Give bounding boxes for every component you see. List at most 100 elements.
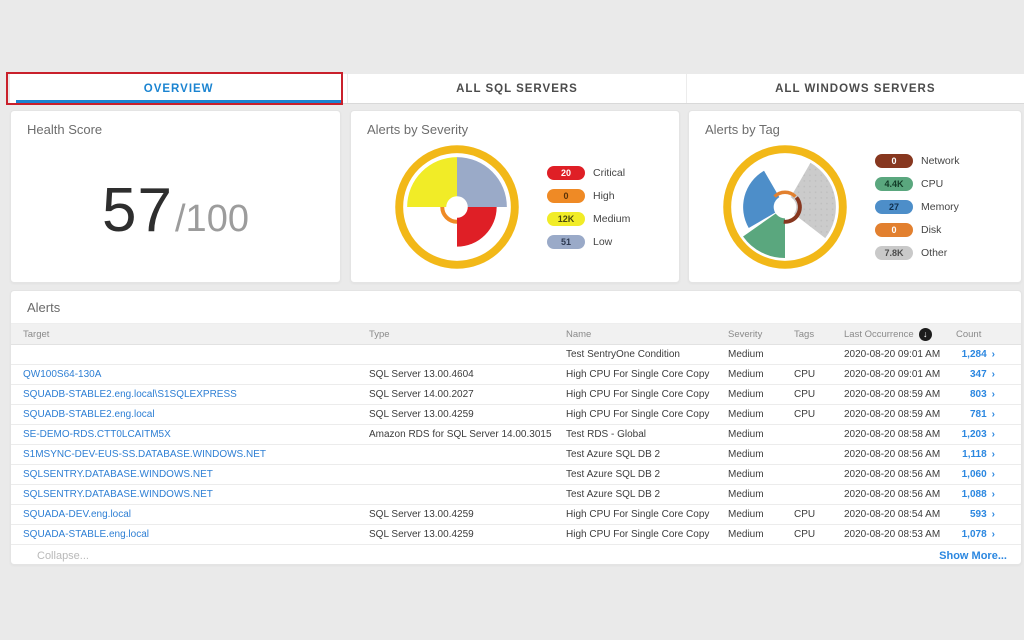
cell-count-link[interactable]: 1,078 › [961, 529, 995, 540]
cell-count-link[interactable]: 1,284 › [961, 349, 995, 360]
chevron-right-icon: › [991, 349, 995, 360]
alert-table-row: S1MSYNC-DEV-EUS-SS.DATABASE.WINDOWS.NET T… [11, 445, 1021, 465]
cell-count-link[interactable]: 1,088 › [961, 489, 995, 500]
cell-target-link[interactable]: QW100S64-130A [23, 369, 102, 380]
cell-last-occurrence: 2020-08-20 08:56 AM [844, 449, 941, 460]
cell-target-link[interactable]: SQUADA-DEV.eng.local [23, 509, 132, 520]
severity-legend-label: Low [593, 235, 613, 248]
cell-target-link[interactable]: SQLSENTRY.DATABASE.WINDOWS.NET [23, 489, 213, 500]
cell-name: High CPU For Single Core Copy [566, 389, 710, 400]
tag-legend-item-other[interactable]: 7.8K Other [875, 246, 960, 260]
cell-target-link[interactable]: SE-DEMO-RDS.CTT0LCAITM5X [23, 429, 171, 440]
cell-target-link[interactable]: SQUADB-STABLE2.eng.local [23, 409, 155, 420]
tab-overview[interactable]: OVERVIEW [10, 74, 347, 103]
severity-legend-item-medium[interactable]: 12K Medium [547, 211, 631, 226]
tab-all-sql-servers[interactable]: ALL SQL SERVERS [347, 74, 685, 103]
health-score-title: Health Score [27, 122, 103, 137]
tag-legend-label: Memory [921, 201, 959, 213]
tag-legend-label: CPU [921, 178, 944, 190]
tag-slice-network [783, 196, 802, 224]
cell-target-link[interactable]: SQUADB-STABLE2.eng.local\S1SQLEXPRESS [23, 389, 237, 400]
severity-legend-item-high[interactable]: 0 High [547, 188, 630, 203]
collapse-link[interactable]: Collapse... [37, 550, 89, 562]
tag-legend-item-disk[interactable]: 0 Disk [875, 223, 960, 237]
cell-name: High CPU For Single Core Copy [566, 409, 710, 420]
tag-legend-value-pill: 4.4K [875, 177, 913, 191]
cell-severity: Medium [728, 349, 764, 360]
cell-type: SQL Server 13.00.4259 [369, 409, 474, 420]
tag-legend: 0 Network 4.4K CPU 27 Memory 0 Disk 7.8K Other [875, 154, 960, 260]
tag-legend-item-memory[interactable]: 27 Memory [875, 200, 960, 214]
col-header-tags[interactable]: Tags [794, 328, 815, 340]
col-header-type[interactable]: Type [369, 328, 390, 340]
cell-name: Test Azure SQL DB 2 [566, 489, 661, 500]
cell-severity: Medium [728, 509, 764, 520]
cell-type: SQL Server 14.00.2027 [369, 389, 474, 400]
chevron-right-icon: › [991, 469, 995, 480]
chevron-right-icon: › [991, 409, 995, 420]
tab-all-sql-servers-label: ALL SQL SERVERS [456, 82, 578, 95]
severity-legend-item-critical[interactable]: 20 Critical [547, 165, 630, 180]
cell-type: SQL Server 13.00.4259 [369, 529, 474, 540]
col-header-name[interactable]: Name [566, 328, 592, 340]
col-header-target[interactable]: Target [23, 328, 50, 340]
severity-legend-value-pill: 20 [547, 165, 585, 180]
cell-severity: Medium [728, 389, 764, 400]
chevron-right-icon: › [991, 369, 995, 380]
severity-donut-chart[interactable] [389, 139, 525, 275]
col-header-last-occurrence[interactable]: Last Occurrence ↓ [844, 327, 956, 341]
cell-count-link[interactable]: 1,118 › [962, 449, 995, 460]
cell-severity: Medium [728, 409, 764, 420]
cell-target-link[interactable]: SQLSENTRY.DATABASE.WINDOWS.NET [23, 469, 213, 480]
tag-donut-chart[interactable] [717, 139, 853, 275]
cell-target-link[interactable]: S1MSYNC-DEV-EUS-SS.DATABASE.WINDOWS.NET [23, 449, 266, 460]
severity-legend: 20 Critical 0 High 12K Medium 51 Low [547, 165, 631, 249]
cell-target-link[interactable]: SQUADA-STABLE.eng.local [23, 529, 149, 540]
alert-table-row: Test SentryOne Condition Medium 2020-08-20… [11, 345, 1021, 365]
show-more-link[interactable]: Show More... [939, 550, 1007, 562]
health-score-value: 57 /100 [11, 175, 340, 246]
tag-legend-value-pill: 0 [875, 154, 913, 168]
tag-legend-item-cpu[interactable]: 4.4K CPU [875, 177, 960, 191]
tag-slice-cpu [743, 207, 785, 259]
severity-legend-label: Medium [593, 212, 631, 225]
cell-severity: Medium [728, 489, 764, 500]
cell-last-occurrence: 2020-08-20 08:59 AM [844, 389, 941, 400]
alerts-table-body: Test SentryOne Condition Medium 2020-08-20… [11, 345, 1021, 545]
cell-tags: CPU [794, 389, 816, 400]
alerts-panel-footer: Collapse... Show More... [11, 545, 1021, 564]
cell-last-occurrence: 2020-08-20 09:01 AM [844, 369, 941, 380]
severity-slice-low [457, 157, 507, 207]
cell-tags: CPU [794, 409, 816, 420]
tab-all-windows-servers[interactable]: ALL WINDOWS SERVERS [685, 74, 1024, 103]
cell-count-link[interactable]: 1,060 › [961, 469, 995, 480]
severity-legend-label: High [593, 189, 615, 202]
cell-severity: Medium [728, 449, 764, 460]
cell-last-occurrence: 2020-08-20 09:01 AM [844, 349, 941, 360]
alerts-panel-title: Alerts [11, 291, 1021, 324]
cell-tags: CPU [794, 369, 816, 380]
cell-type: SQL Server 13.00.4259 [369, 509, 474, 520]
cell-count-link[interactable]: 347 › [969, 369, 995, 380]
col-header-severity[interactable]: Severity [728, 328, 763, 340]
col-header-count[interactable]: Count [956, 328, 982, 340]
cell-count-link[interactable]: 593 › [969, 509, 995, 520]
tag-legend-item-network[interactable]: 0 Network [875, 154, 960, 168]
alert-table-row: SQUADA-DEV.eng.local SQL Server 13.00.425… [11, 505, 1021, 525]
cell-last-occurrence: 2020-08-20 08:53 AM [844, 529, 941, 540]
cell-last-occurrence: 2020-08-20 08:56 AM [844, 489, 941, 500]
severity-legend-value-pill: 0 [547, 188, 585, 203]
cell-count-link[interactable]: 1,203 › [961, 429, 995, 440]
severity-legend-item-low[interactable]: 51 Low [547, 234, 630, 249]
cell-type: SQL Server 13.00.4604 [369, 369, 474, 380]
alert-table-row: SQLSENTRY.DATABASE.WINDOWS.NET Test Azure… [11, 465, 1021, 485]
cell-name: High CPU For Single Core Copy [566, 509, 710, 520]
cell-count-link[interactable]: 781 › [969, 409, 995, 420]
active-tab-underline [16, 100, 342, 103]
health-score-card: Health Score 57 /100 [10, 110, 341, 283]
cell-count-link[interactable]: 803 › [969, 389, 995, 400]
cell-last-occurrence: 2020-08-20 08:56 AM [844, 469, 941, 480]
sort-descending-icon[interactable]: ↓ [918, 327, 932, 341]
tag-slice-disk [773, 190, 797, 198]
alert-table-row: SQLSENTRY.DATABASE.WINDOWS.NET Test Azure… [11, 485, 1021, 505]
